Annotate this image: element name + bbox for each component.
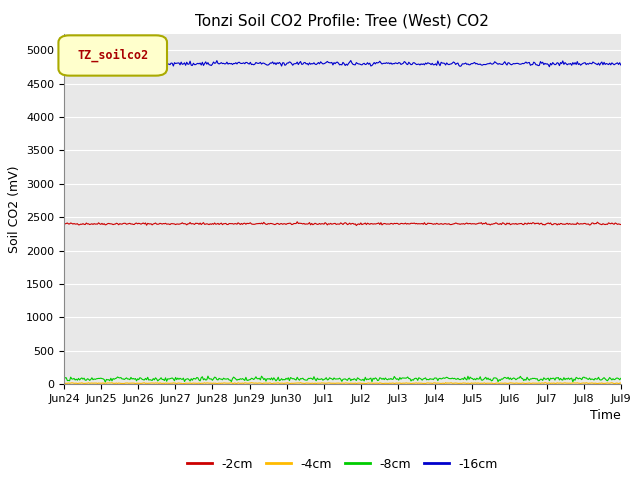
- X-axis label: Time: Time: [590, 409, 621, 422]
- FancyBboxPatch shape: [58, 36, 167, 76]
- Y-axis label: Soil CO2 (mV): Soil CO2 (mV): [8, 165, 20, 252]
- Legend: -2cm, -4cm, -8cm, -16cm: -2cm, -4cm, -8cm, -16cm: [182, 453, 503, 476]
- Title: Tonzi Soil CO2 Profile: Tree (West) CO2: Tonzi Soil CO2 Profile: Tree (West) CO2: [195, 13, 490, 28]
- Text: TZ_soilco2: TZ_soilco2: [77, 49, 148, 62]
